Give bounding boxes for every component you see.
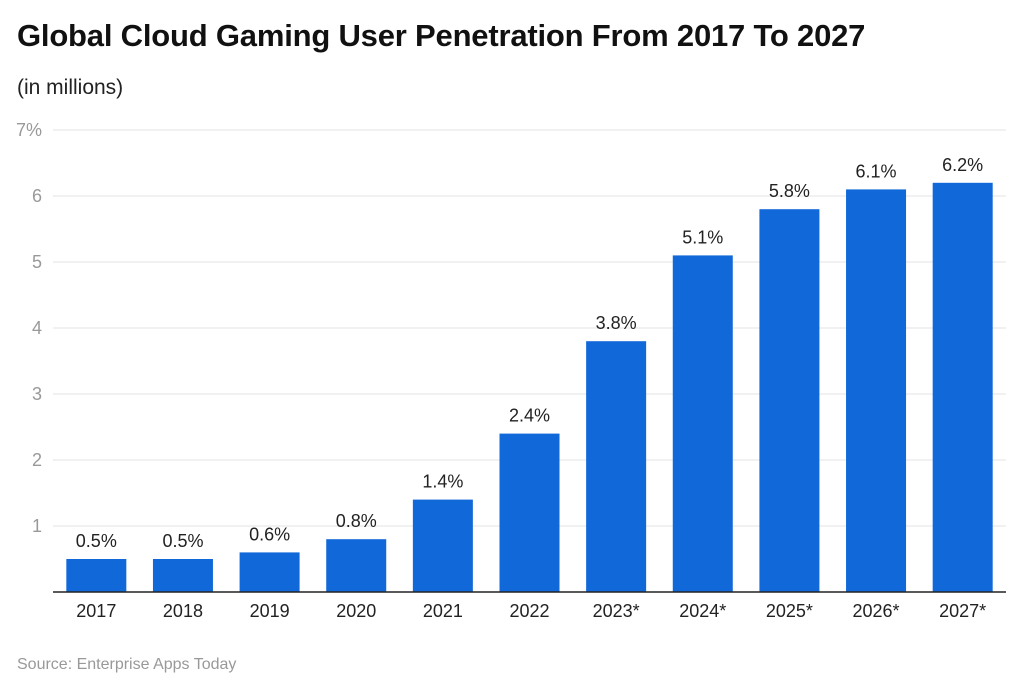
data-label: 0.5% bbox=[162, 531, 203, 551]
data-label: 0.8% bbox=[336, 511, 377, 531]
x-tick-label: 2023* bbox=[593, 601, 640, 621]
x-tick-label: 2019 bbox=[250, 601, 290, 621]
x-tick-label: 2025* bbox=[766, 601, 813, 621]
data-label: 1.4% bbox=[422, 472, 463, 492]
x-tick-label: 2020 bbox=[336, 601, 376, 621]
x-tick-label: 2024* bbox=[679, 601, 726, 621]
y-tick-label: 2 bbox=[32, 450, 42, 470]
bar bbox=[932, 182, 993, 593]
chart-title: Global Cloud Gaming User Penetration Fro… bbox=[17, 18, 866, 53]
y-tick-label: 6 bbox=[32, 186, 42, 206]
bar bbox=[152, 559, 213, 592]
x-tick-label: 2026* bbox=[853, 601, 900, 621]
data-label: 3.8% bbox=[596, 313, 637, 333]
bar bbox=[586, 341, 647, 592]
data-label: 6.2% bbox=[942, 155, 983, 175]
source-note: Source: Enterprise Apps Today bbox=[17, 656, 237, 673]
bar bbox=[326, 539, 387, 592]
x-tick-label: 2022 bbox=[509, 601, 549, 621]
y-tick-label: 5 bbox=[32, 252, 42, 272]
data-label: 5.1% bbox=[682, 227, 723, 247]
data-label: 2.4% bbox=[509, 406, 550, 426]
y-tick-label: 4 bbox=[32, 318, 42, 338]
bar bbox=[672, 255, 733, 592]
bar bbox=[846, 189, 907, 592]
x-tick-label: 2018 bbox=[163, 601, 203, 621]
x-tick-label: 2021 bbox=[423, 601, 463, 621]
x-tick-label: 2027* bbox=[939, 601, 986, 621]
y-tick-label: 1 bbox=[32, 516, 42, 536]
bar bbox=[412, 499, 473, 592]
y-tick-label: 7% bbox=[16, 120, 42, 140]
data-label: 0.6% bbox=[249, 524, 290, 544]
y-tick-label: 3 bbox=[32, 384, 42, 404]
data-label: 0.5% bbox=[76, 531, 117, 551]
bar bbox=[499, 433, 560, 592]
data-label: 6.1% bbox=[856, 161, 897, 181]
bar bbox=[66, 559, 127, 592]
bar bbox=[239, 552, 300, 592]
x-tick-label: 2017 bbox=[76, 601, 116, 621]
data-label: 5.8% bbox=[769, 181, 810, 201]
bar bbox=[759, 209, 820, 592]
chart-subtitle: (in millions) bbox=[17, 76, 124, 99]
